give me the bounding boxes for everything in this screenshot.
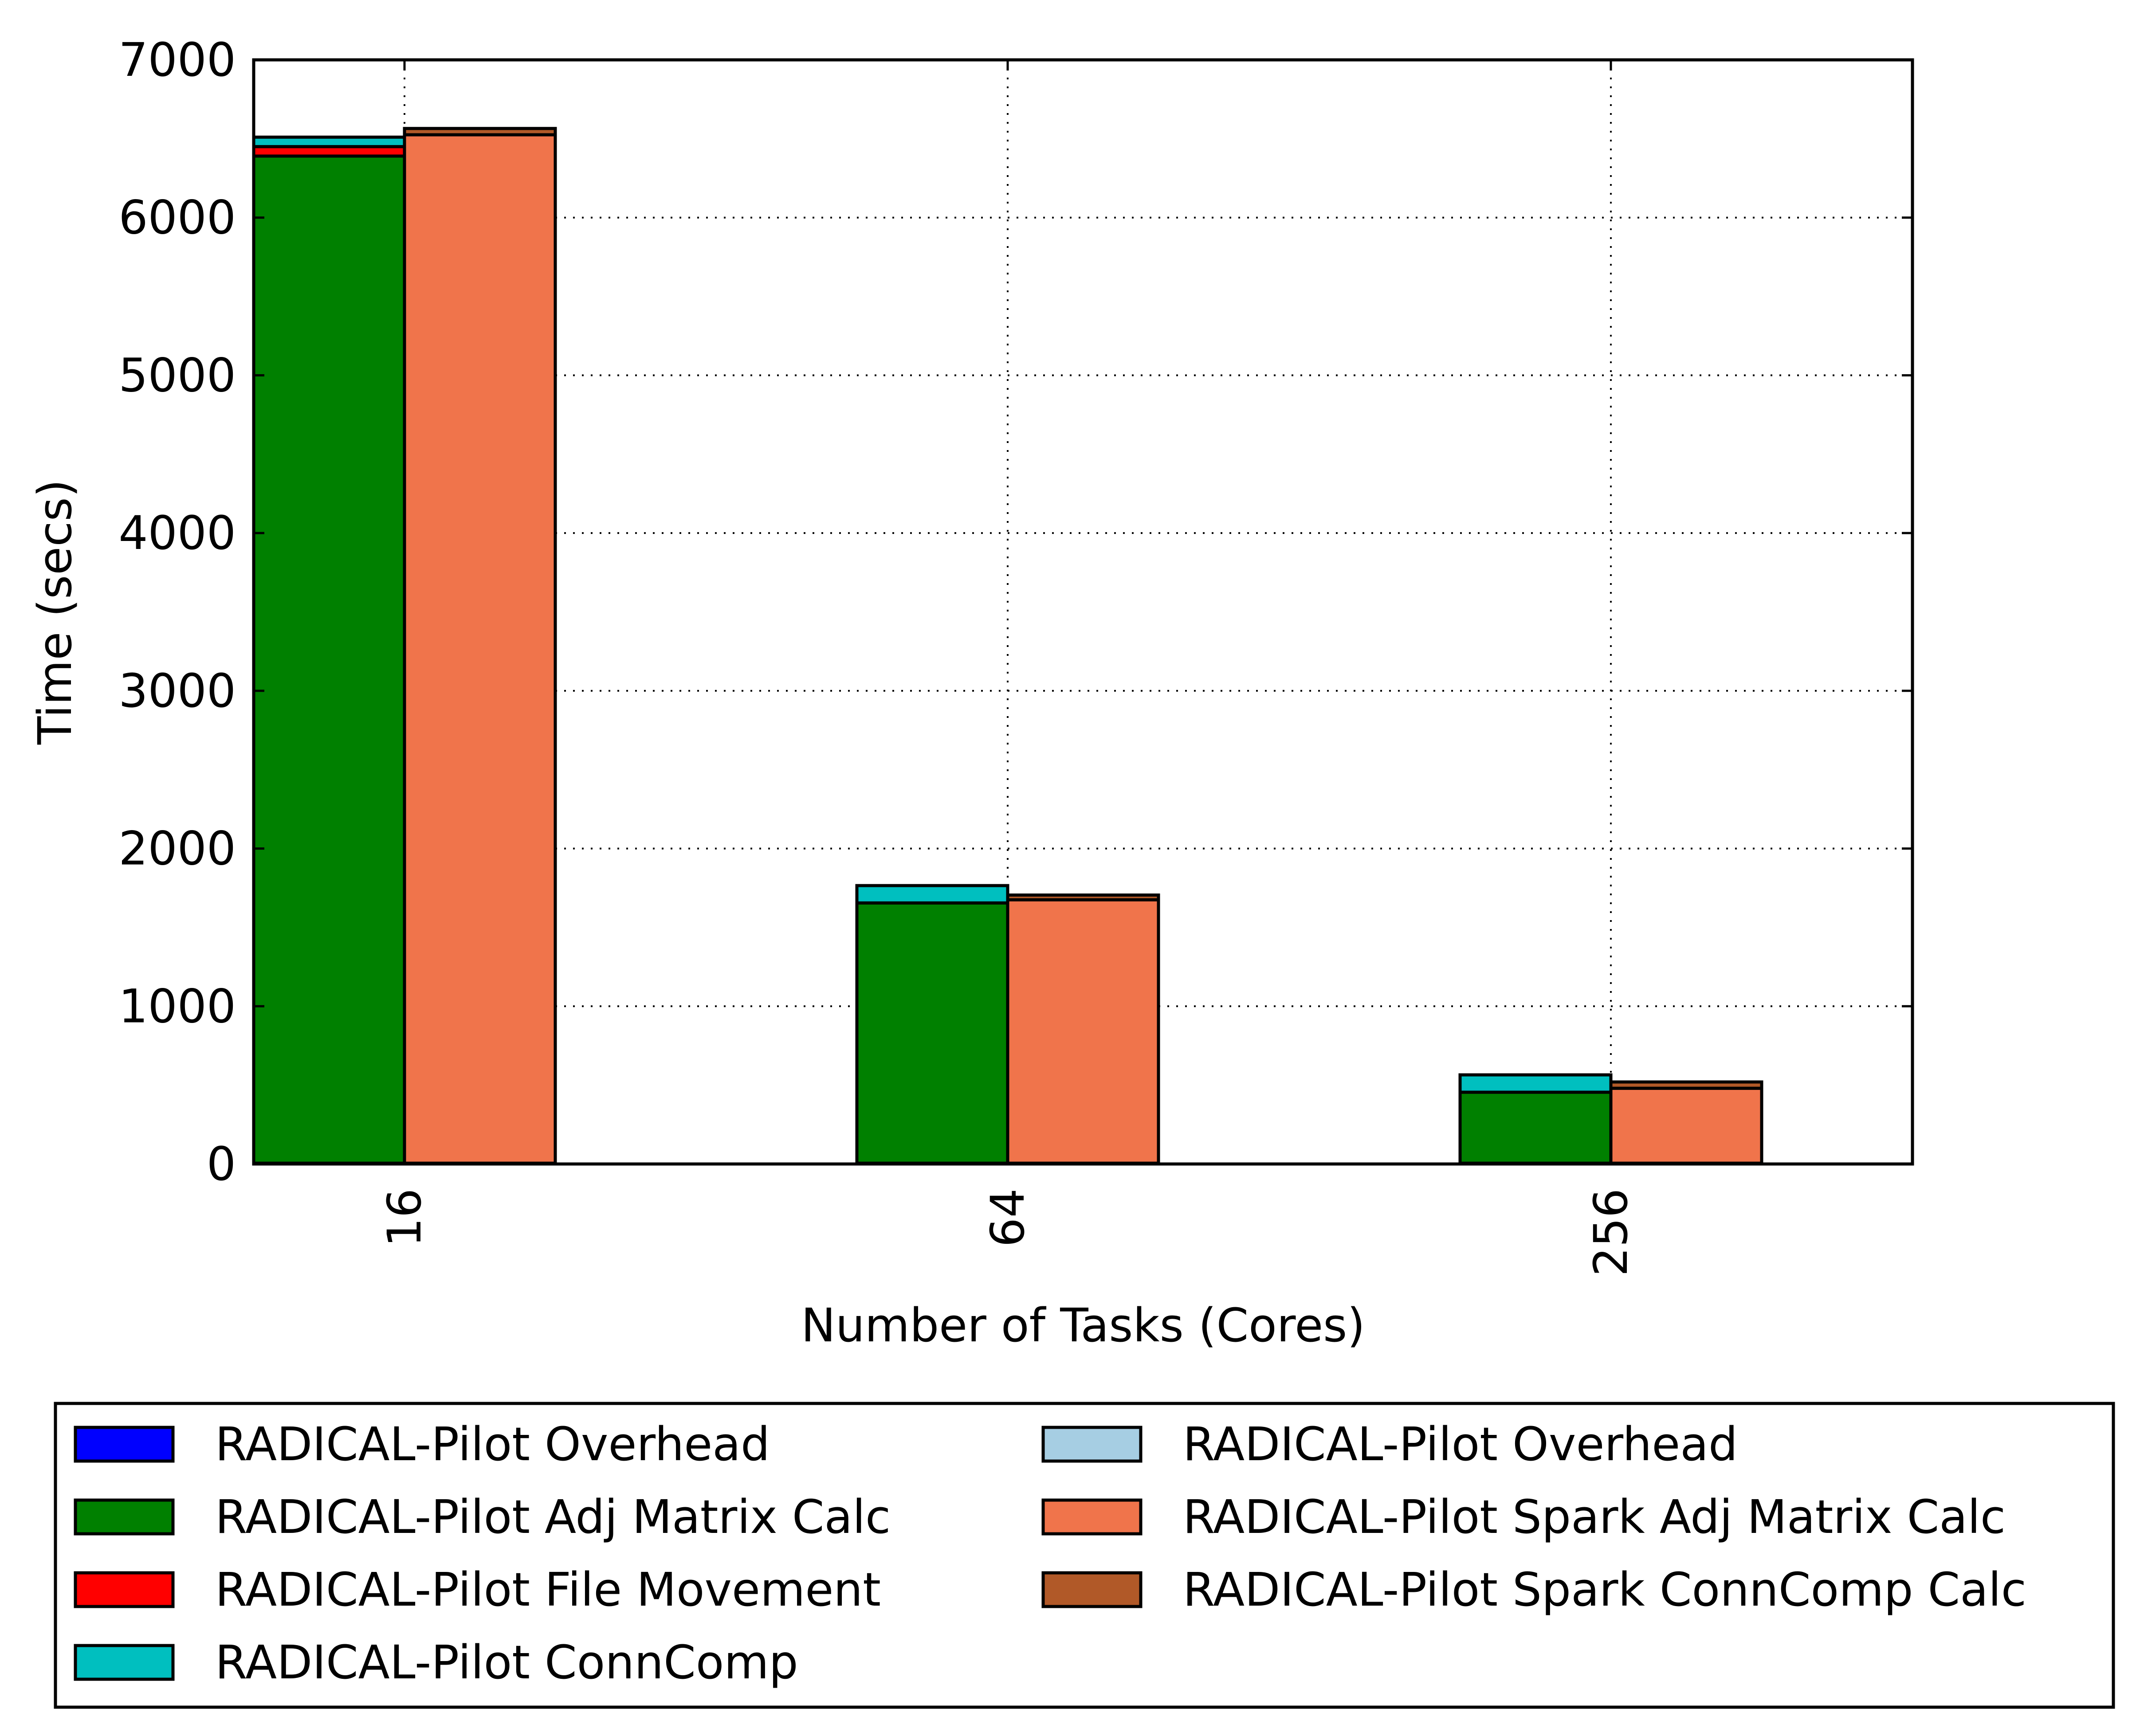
plot-area-frame	[252, 58, 1914, 1166]
bar-segment	[252, 135, 406, 149]
bar-segment	[1006, 893, 1160, 901]
legend-swatch	[74, 1571, 175, 1608]
bar-segment	[252, 154, 406, 1165]
y-tick-label: 7000	[118, 33, 236, 87]
legend-label: RADICAL-Pilot ConnComp	[215, 1635, 798, 1689]
bar-segment	[1458, 1090, 1613, 1165]
legend-swatch	[1041, 1426, 1143, 1463]
y-tick-label: 4000	[118, 506, 236, 560]
bar-segment	[1609, 1086, 1763, 1165]
legend-swatch	[1041, 1571, 1143, 1608]
legend-label: RADICAL-Pilot File Movement	[215, 1563, 881, 1617]
y-tick-label: 0	[207, 1137, 236, 1191]
bar-segment	[1609, 1080, 1763, 1090]
y-axis-ticks: 0 1000 2000 3000 4000 5000 6000 7000	[118, 33, 1912, 1191]
legend-label: RADICAL-Pilot Overhead	[1183, 1417, 1738, 1471]
bar-segment	[403, 127, 557, 137]
legend-label: RADICAL-Pilot Spark ConnComp Calc	[1183, 1563, 2026, 1617]
y-tick-label: 1000	[118, 979, 236, 1033]
legend-items: RADICAL-Pilot Overhead RADICAL-Pilot Adj …	[74, 1417, 2026, 1689]
x-axis-ticks: 16 64 256	[377, 60, 1638, 1277]
y-tick-label: 2000	[118, 822, 236, 876]
bar-segment	[855, 901, 1009, 1165]
bar-segment	[1458, 1073, 1613, 1094]
legend: RADICAL-Pilot Overhead RADICAL-Pilot Adj …	[54, 1402, 2115, 1709]
legend-label: RADICAL-Pilot Spark Adj Matrix Calc	[1183, 1490, 2006, 1544]
legend-swatch	[1041, 1498, 1143, 1536]
x-tick-label: 256	[1584, 1188, 1638, 1277]
bars	[252, 127, 1763, 1166]
legend-swatch	[74, 1644, 175, 1681]
y-axis-label: Time (secs)	[28, 479, 82, 745]
legend-label: RADICAL-Pilot Adj Matrix Calc	[215, 1490, 891, 1544]
y-tick-label: 3000	[118, 664, 236, 718]
legend-swatch	[74, 1426, 175, 1463]
x-tick-label: 16	[377, 1188, 432, 1247]
x-tick-label: 64	[981, 1188, 1035, 1247]
bar-segment	[1006, 898, 1160, 1165]
bar-segment	[855, 884, 1009, 905]
y-tick-label: 5000	[118, 348, 236, 402]
legend-label: RADICAL-Pilot Overhead	[215, 1417, 770, 1471]
bar-segment	[403, 133, 557, 1165]
y-tick-label: 6000	[118, 191, 236, 245]
x-axis-label: Number of Tasks (Cores)	[801, 1298, 1365, 1352]
legend-swatch	[74, 1498, 175, 1536]
